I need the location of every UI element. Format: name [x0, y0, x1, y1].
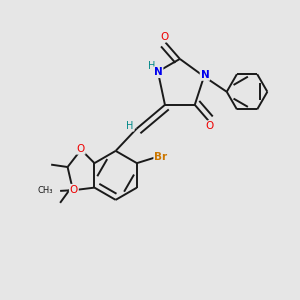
Text: Br: Br — [154, 152, 167, 162]
Text: CH₃: CH₃ — [37, 186, 52, 195]
Text: O: O — [160, 32, 168, 41]
Text: O: O — [206, 121, 214, 131]
Text: O: O — [76, 144, 85, 154]
Text: H: H — [148, 61, 155, 71]
Text: N: N — [200, 70, 209, 80]
Text: O: O — [70, 185, 78, 195]
Text: H: H — [126, 121, 134, 131]
Text: N: N — [154, 67, 163, 77]
